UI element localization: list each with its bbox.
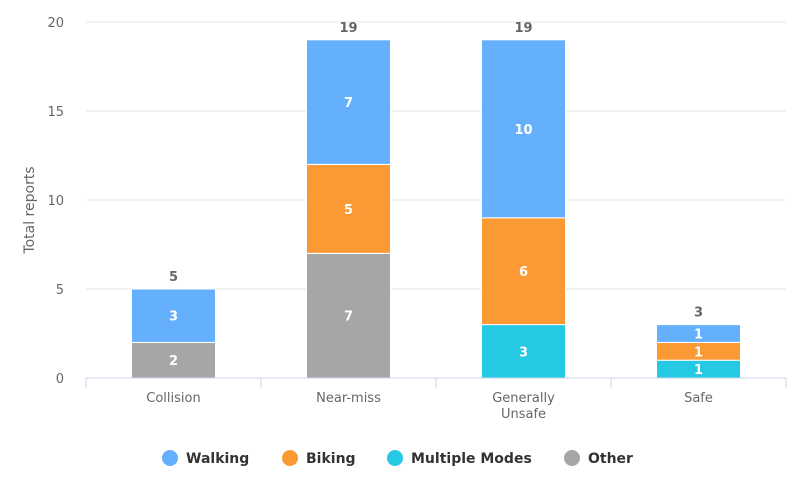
stack-total-label: 5 [169, 270, 178, 285]
bar-value-label: 5 [344, 203, 353, 218]
legend-label: Biking [306, 451, 356, 467]
legend-label: Multiple Modes [411, 451, 532, 467]
bar-value-label: 7 [344, 96, 353, 111]
y-tick-label: 0 [56, 372, 64, 387]
category-label: Safe [684, 391, 713, 406]
bar-segment[interactable] [481, 217, 566, 326]
stack-total-label: 19 [339, 21, 357, 36]
legend-marker [282, 450, 298, 466]
bar-segment[interactable] [306, 39, 391, 165]
legend-label: Other [588, 451, 633, 467]
bar-segment[interactable] [306, 163, 391, 254]
bar-value-label: 1 [694, 328, 703, 343]
y-tick-label: 15 [47, 105, 64, 120]
legend-marker [387, 450, 403, 466]
bar-segment[interactable] [131, 341, 216, 379]
legend-item[interactable]: Multiple Modes [387, 450, 532, 467]
grid-lines [86, 21, 786, 290]
legend-item[interactable]: Walking [162, 450, 249, 467]
bar-segment[interactable] [656, 324, 741, 343]
bar-value-label: 10 [514, 123, 532, 138]
category-label: Collision [146, 391, 200, 406]
bar-value-label: 7 [344, 310, 353, 325]
bar-value-label: 3 [169, 310, 178, 325]
y-tick-label: 5 [56, 283, 64, 298]
category-label: Near-miss [316, 391, 381, 406]
bar-segment[interactable] [481, 324, 566, 379]
bar-segment[interactable] [481, 39, 566, 219]
y-tick-label: 20 [47, 16, 64, 31]
legend-label: Walking [186, 451, 249, 467]
bar-value-label: 6 [519, 265, 528, 280]
category-label: Unsafe [501, 407, 546, 422]
stack-total-label: 19 [514, 21, 532, 36]
bar-value-label: 1 [694, 345, 703, 360]
bar-segment[interactable] [306, 252, 391, 379]
bars: 2 3 5 7 5 7 19 3 6 10 19 1 1 1 3 [131, 21, 741, 379]
legend-item[interactable]: Biking [282, 450, 356, 467]
bar-value-label: 1 [694, 363, 703, 378]
y-axis-title: Total reports [22, 166, 38, 254]
category-label: Generally [492, 391, 555, 406]
legend-marker [564, 450, 580, 466]
bar-value-label: 2 [169, 354, 178, 369]
legend[interactable]: Walking Biking Multiple Modes Other [162, 450, 633, 467]
bar-value-label: 3 [519, 345, 528, 360]
y-axis: 0 5 10 15 20 [47, 16, 64, 387]
legend-marker [162, 450, 178, 466]
bar-segment[interactable] [131, 288, 216, 343]
legend-item[interactable]: Other [564, 450, 633, 467]
y-tick-label: 10 [47, 194, 64, 209]
stack-total-label: 3 [694, 306, 703, 321]
